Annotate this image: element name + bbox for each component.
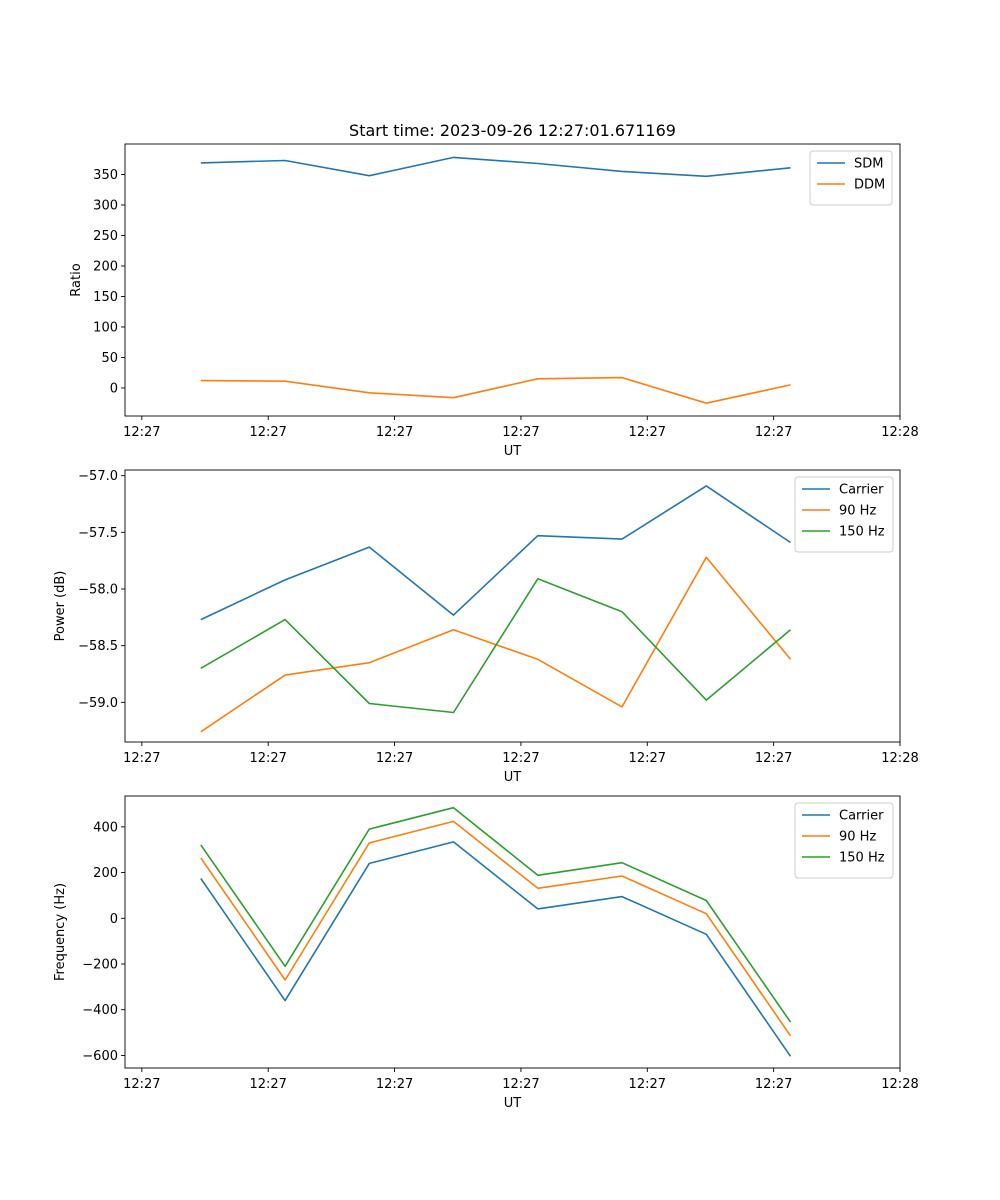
x-tick-label: 12:27: [629, 425, 666, 440]
legend-label: DDM: [854, 178, 885, 193]
x-tick-label: 12:27: [629, 1077, 666, 1092]
x-tick-label: 12:27: [502, 751, 539, 766]
x-tick-label: 12:27: [376, 425, 413, 440]
x-tick-label: 12:27: [249, 425, 286, 440]
chart-panel-2: 12:27 12:27 12:27 12:27 12:27 12:27 12:28 −59.0…: [53, 469, 919, 785]
y-tick-label: 300: [93, 198, 118, 213]
chart-panel-3: 12:27 12:27 12:27 12:27 12:27 12:27 12:28 −600 −…: [53, 795, 919, 1111]
y-tick-label: 100: [93, 320, 118, 335]
legend-label: 90 Hz: [839, 504, 876, 519]
x-tick-label: 12:27: [502, 425, 539, 440]
y-tick-label: −57.0: [78, 469, 118, 484]
y-tick-label: 200: [93, 259, 118, 274]
axes-frame: [124, 795, 901, 1069]
legend: Carrier 90 Hz 150 Hz: [794, 802, 894, 879]
x-axis-label: UT: [504, 444, 522, 459]
legend-label: Carrier: [839, 483, 884, 498]
y-axis-label: Ratio: [69, 263, 84, 296]
legend: SDM DDM: [809, 150, 893, 206]
series-line-carrier: [200, 485, 791, 621]
x-tick-label: 12:27: [123, 751, 160, 766]
series-line-150-hz: [200, 577, 792, 714]
x-axis-label: UT: [504, 770, 522, 785]
legend-label: SDM: [854, 157, 883, 172]
y-tick-label: 150: [93, 290, 118, 305]
x-tick-label: 12:27: [755, 425, 792, 440]
axes-frame: [124, 469, 901, 743]
y-tick-label: 350: [93, 168, 118, 183]
y-tick-label: 200: [93, 866, 118, 881]
y-tick-label: −57.5: [78, 526, 118, 541]
y-tick-label: −400: [82, 1003, 118, 1018]
series-line-90-hz: [200, 820, 792, 1037]
y-tick-label: 0: [110, 381, 118, 396]
legend-label: 150 Hz: [839, 525, 885, 540]
chart-panel-1: 12:27 12:27 12:27 12:27 12:27 12:27 12:28 0 50 10…: [69, 121, 919, 459]
y-tick-label: −200: [82, 958, 118, 973]
legend-box: [794, 802, 894, 879]
legend-label: 90 Hz: [839, 830, 876, 845]
x-tick-label: 12:27: [755, 751, 792, 766]
legend-box: [809, 150, 893, 206]
y-tick-label: 50: [101, 351, 118, 366]
x-tick-label: 12:27: [755, 1077, 792, 1092]
series-line-carrier: [200, 841, 792, 1057]
y-tick-label: −58.5: [78, 639, 118, 654]
x-tick-label: 12:28: [881, 1077, 918, 1092]
legend-label: 150 Hz: [839, 851, 885, 866]
x-tick-label: 12:27: [249, 751, 286, 766]
series-line-150-hz: [200, 806, 792, 1023]
legend: Carrier 90 Hz 150 Hz: [794, 476, 894, 553]
y-tick-label: −58.0: [78, 583, 118, 598]
x-tick-label: 12:27: [376, 751, 413, 766]
y-tick-label: 400: [93, 820, 118, 835]
y-tick-label: 250: [93, 229, 118, 244]
x-tick-label: 12:27: [123, 1077, 160, 1092]
x-axis-label: UT: [504, 1096, 522, 1111]
series-line-ddm: [200, 376, 791, 405]
x-tick-label: 12:27: [629, 751, 666, 766]
x-tick-label: 12:27: [123, 425, 160, 440]
axes-frame: [124, 143, 901, 417]
x-tick-label: 12:28: [881, 751, 918, 766]
y-axis-label: Frequency (Hz): [53, 883, 68, 981]
x-tick-label: 12:27: [502, 1077, 539, 1092]
series-line-sdm: [200, 156, 791, 178]
y-tick-label: −600: [82, 1049, 118, 1064]
legend-label: Carrier: [839, 809, 884, 824]
x-tick-label: 12:27: [376, 1077, 413, 1092]
y-tick-label: 0: [110, 912, 118, 927]
x-tick-label: 12:28: [881, 425, 918, 440]
y-axis-label: Power (dB): [53, 571, 68, 642]
legend-box: [794, 476, 894, 553]
y-tick-label: −59.0: [78, 696, 118, 711]
chart-title: Start time: 2023-09-26 12:27:01.671169: [349, 121, 676, 140]
x-tick-label: 12:27: [249, 1077, 286, 1092]
